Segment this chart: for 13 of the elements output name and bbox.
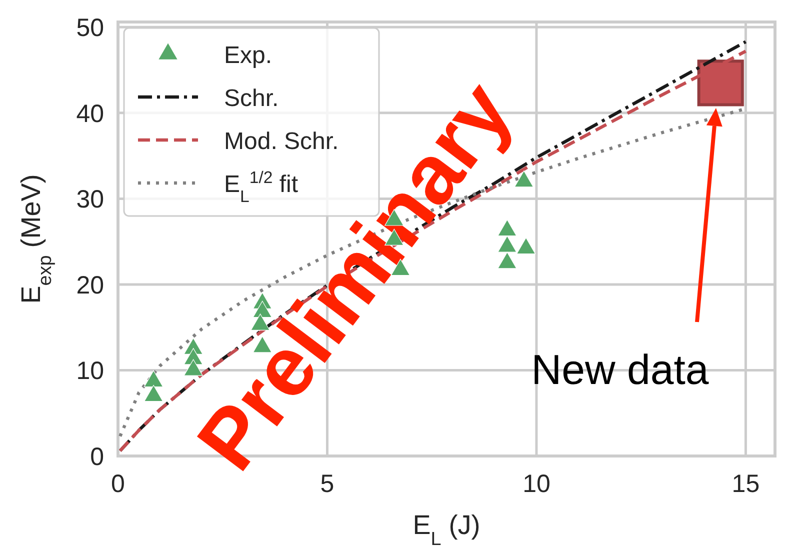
- y-tick-label: 0: [90, 443, 104, 471]
- annotation: New data: [531, 346, 710, 393]
- x-tick-label: 5: [320, 470, 334, 498]
- x-tick-label: 15: [732, 470, 760, 498]
- x-tick-label: 10: [522, 470, 550, 498]
- legend-label: Exp.: [224, 42, 272, 69]
- y-tick-label: 20: [76, 271, 104, 300]
- y-tick-label: 30: [76, 186, 104, 214]
- x-axis-title: E$_{L}$ (J): [412, 510, 480, 550]
- y-tick-label: 50: [76, 14, 104, 42]
- x-tick-label: 0: [111, 470, 125, 498]
- y-tick-label: 40: [76, 100, 104, 128]
- y-tick-label: 10: [76, 357, 104, 386]
